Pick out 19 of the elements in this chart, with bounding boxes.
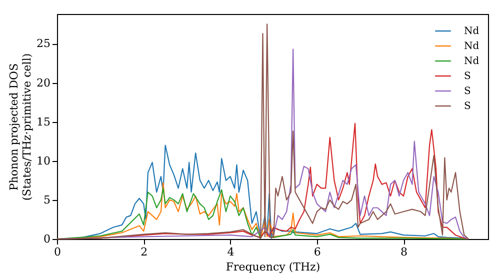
y-tick-label: 15 xyxy=(36,115,50,128)
y-tick-label: 5 xyxy=(44,193,50,206)
x-tick-label: 0 xyxy=(54,246,61,258)
legend-label: Nd xyxy=(464,41,480,52)
x-tick-label: 8 xyxy=(400,246,408,258)
x-axis-title: Frequency (THz) xyxy=(226,260,320,274)
legend-label: S xyxy=(464,101,471,112)
x-tick-label: 6 xyxy=(314,246,321,258)
y-tick-label: 10 xyxy=(36,154,50,168)
legend-label: S xyxy=(464,86,471,97)
y-axis-title: Phonon projected DOS (States/THz·primitive cell) xyxy=(8,53,34,201)
y-tick-label: 0 xyxy=(44,232,50,246)
x-tick-label: 4 xyxy=(227,246,234,258)
legend-label: Nd xyxy=(464,26,480,37)
y-tick-label: 20 xyxy=(36,76,50,90)
legend-label: Nd xyxy=(464,56,480,67)
legend-label: S xyxy=(464,71,471,82)
y-tick-label: 25 xyxy=(36,37,50,50)
x-tick-label: 2 xyxy=(140,246,148,258)
